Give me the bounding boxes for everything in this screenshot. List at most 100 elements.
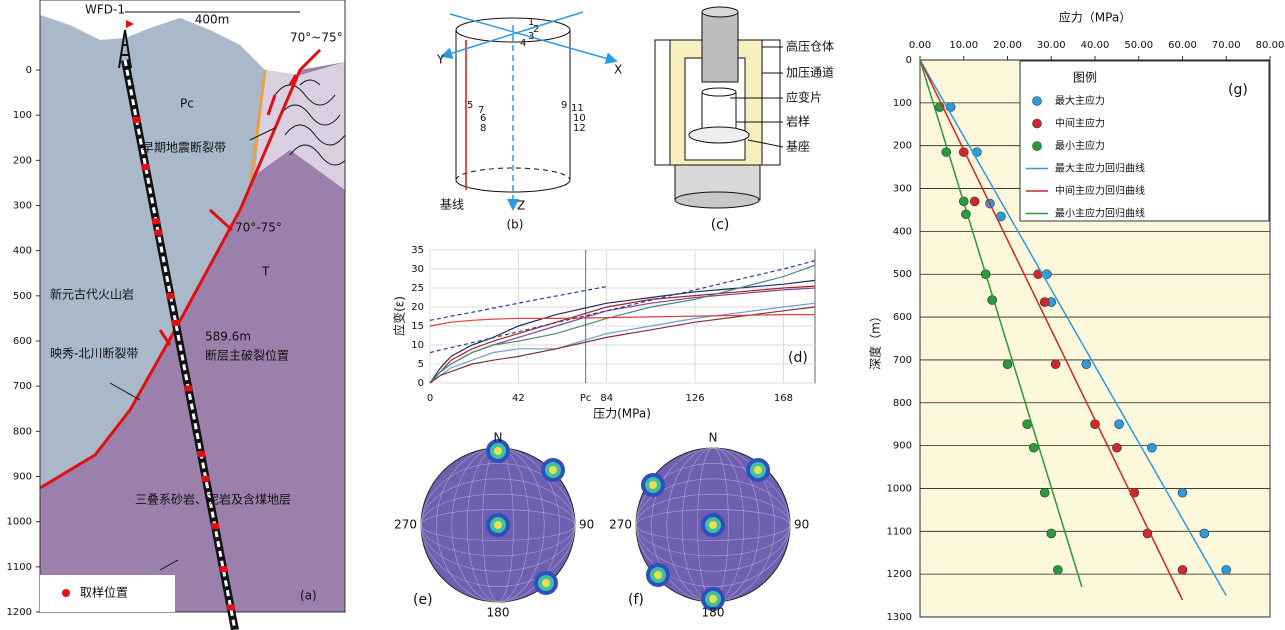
panel-label: (f) bbox=[628, 592, 644, 608]
y-tick-label: 200 bbox=[893, 141, 912, 152]
gauge-label: 1 bbox=[528, 17, 534, 28]
legend-label: 取样位置 bbox=[80, 585, 128, 600]
annotation: 三叠系砂岩、泥岩及含煤地层 bbox=[135, 492, 291, 507]
axis-title: 应变(ε) bbox=[392, 296, 407, 336]
density-spot bbox=[709, 521, 717, 529]
section-frame bbox=[39, 0, 346, 613]
derrick bbox=[118, 29, 132, 69]
y-tick-label: 600 bbox=[13, 336, 32, 347]
legend-box bbox=[1019, 60, 1270, 222]
section-background bbox=[40, 0, 345, 612]
density-spot bbox=[549, 466, 557, 474]
density-spot bbox=[494, 521, 502, 529]
point bbox=[1177, 487, 1188, 498]
direction-label: 270 bbox=[394, 518, 417, 532]
cylinder bbox=[455, 17, 571, 193]
y-tick-label: 900 bbox=[893, 441, 912, 452]
well-name: WFD-1 bbox=[85, 3, 125, 17]
point bbox=[1114, 419, 1124, 429]
annotation: 断层主破裂位置 bbox=[205, 348, 289, 363]
density-spot bbox=[649, 481, 657, 489]
series-line bbox=[429, 264, 816, 384]
point bbox=[969, 196, 980, 207]
point bbox=[1081, 359, 1092, 370]
gauge-label: 4 bbox=[520, 38, 526, 49]
y-tick-label: 500 bbox=[13, 291, 32, 302]
sample bbox=[132, 116, 141, 123]
regression-line bbox=[919, 59, 1184, 601]
y-tick-label: 400 bbox=[893, 226, 912, 237]
axis-title: 深度（m） bbox=[868, 310, 883, 370]
direction-label: 180 bbox=[702, 606, 725, 620]
gauge-label: 5 bbox=[467, 100, 473, 111]
x-tick-label: 168 bbox=[774, 393, 793, 404]
density-spot bbox=[709, 595, 717, 603]
sample bbox=[210, 523, 219, 530]
y-tick-label: 1100 bbox=[7, 562, 32, 573]
unit: T bbox=[261, 265, 270, 279]
gauge-label: 7 bbox=[478, 105, 484, 116]
part-label: 加压通道 bbox=[786, 66, 834, 80]
x-tick-label: Pc bbox=[580, 393, 592, 404]
density-spot bbox=[654, 571, 662, 579]
part-label: 应变片 bbox=[786, 90, 822, 105]
point bbox=[1177, 565, 1188, 575]
x-tick-label: 0 bbox=[427, 393, 433, 404]
distance: 400m bbox=[195, 13, 230, 27]
legend-marker bbox=[1032, 141, 1042, 151]
y-tick-label: 400 bbox=[13, 246, 32, 257]
y-tick-label: 1000 bbox=[887, 483, 912, 494]
legend-marker bbox=[1032, 96, 1042, 106]
axis-label: X bbox=[614, 63, 622, 77]
y-tick-label: 1100 bbox=[887, 526, 912, 537]
point bbox=[1039, 297, 1050, 307]
y-tick-label: 800 bbox=[13, 426, 32, 437]
sample bbox=[171, 319, 180, 326]
legend-marker bbox=[1032, 118, 1042, 129]
x-tick-label: 40.00 bbox=[1081, 40, 1110, 51]
panel-label: (g) bbox=[1228, 82, 1248, 98]
y-tick-label: 100 bbox=[13, 110, 32, 121]
y-tick-label: 20 bbox=[411, 302, 424, 313]
dip: 70°~75° bbox=[290, 31, 343, 45]
sample bbox=[197, 450, 206, 457]
part-label: 高压仓体 bbox=[786, 39, 834, 54]
x-tick-label: 60.00 bbox=[1168, 40, 1197, 51]
y-tick-label: 30 bbox=[411, 264, 424, 275]
y-tick-label: 1300 bbox=[887, 612, 912, 623]
point bbox=[1028, 442, 1039, 453]
legend-label: 最小主应力回归曲线 bbox=[1055, 207, 1145, 220]
y-axis bbox=[440, 11, 584, 59]
x-axis bbox=[449, 13, 618, 65]
annotation: 新元古代火山岩 bbox=[50, 287, 134, 302]
y-tick-label: 0 bbox=[906, 55, 912, 66]
y-tick-label: 1200 bbox=[887, 569, 912, 580]
x-tick-label: 42 bbox=[512, 393, 525, 404]
sample bbox=[201, 475, 210, 482]
point bbox=[1002, 359, 1013, 370]
y-tick-label: 500 bbox=[893, 269, 912, 280]
y-tick-label: 5 bbox=[418, 359, 424, 370]
legend-label: 中间主应力回归曲线 bbox=[1055, 184, 1145, 197]
panel-label: (c) bbox=[711, 217, 730, 233]
y-tick-label: 700 bbox=[13, 381, 32, 392]
series-line bbox=[429, 260, 816, 354]
legend-title: 图例 bbox=[1073, 71, 1097, 85]
part-label: 岩样 bbox=[786, 114, 810, 129]
gauge-label: 8 bbox=[480, 123, 486, 134]
legend-label: 最大主应力 bbox=[1055, 94, 1105, 107]
series-line bbox=[429, 314, 815, 327]
x-tick-label: 10.00 bbox=[949, 40, 978, 51]
sample bbox=[226, 604, 235, 611]
leader bbox=[159, 559, 179, 571]
regression-line bbox=[919, 59, 1227, 596]
y-tick-label: 0 bbox=[26, 65, 32, 76]
annotation: 基线 bbox=[440, 198, 464, 212]
y-tick-label: 600 bbox=[893, 312, 912, 323]
gauge-label: 12 bbox=[573, 123, 586, 134]
point bbox=[1199, 528, 1210, 539]
legend-marker bbox=[62, 589, 70, 597]
axis-title: 压力(MPa) bbox=[593, 407, 651, 421]
y-tick-label: 25 bbox=[411, 283, 424, 294]
direction-label: N bbox=[709, 431, 718, 445]
